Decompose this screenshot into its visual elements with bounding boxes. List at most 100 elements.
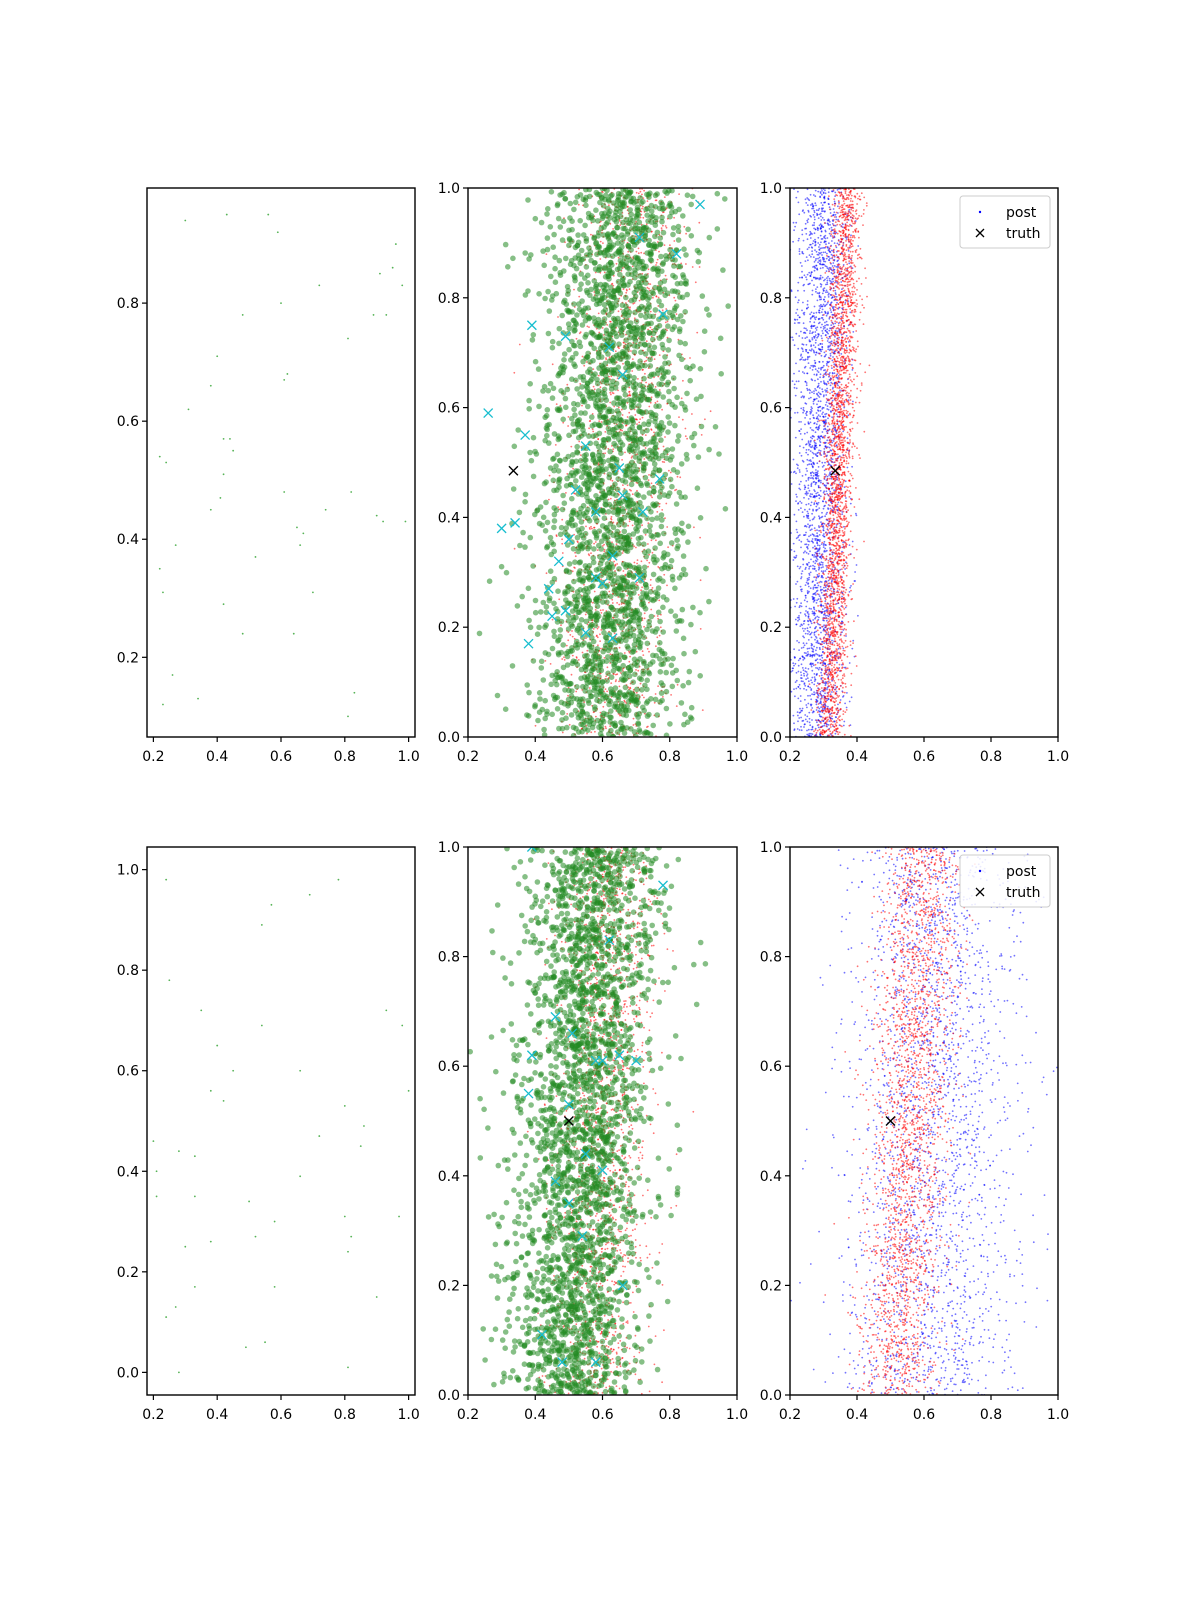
background-point [644,372,646,375]
post-point [827,697,830,700]
post-point [832,262,835,264]
crosses-marker [520,430,531,441]
post-point [828,317,831,320]
samples-point [553,606,559,612]
samples-point [622,311,629,317]
samples-point [659,517,665,523]
samples-point [486,578,493,584]
samples-point [645,296,651,303]
samples-point [542,414,548,421]
samples-point [595,191,601,198]
samples-point [599,188,606,192]
samples-point [637,511,643,517]
post-point [808,339,811,341]
background-point [654,199,657,202]
post-point [799,611,802,614]
samples-point [556,371,562,377]
background-point [636,423,638,425]
points-point [347,337,349,340]
samples-point [625,329,632,336]
background-point [618,680,620,683]
samples-point [607,462,614,469]
post-point [803,726,805,728]
points-point [165,461,168,464]
samples-point [585,305,591,311]
samples-point [581,399,588,405]
post-point [813,392,815,395]
samples-point [660,394,666,400]
post-point [815,311,818,314]
post-point [792,542,795,545]
samples-point [652,696,659,703]
background-point [608,581,611,584]
samples-point [695,258,702,265]
samples-point [562,589,568,595]
samples-point [613,352,620,359]
samples-point [611,692,617,698]
post-point [803,211,806,214]
samples-point [569,226,575,233]
samples-point [550,477,557,484]
x-tick-label: 0.4 [206,749,228,765]
background-point [641,524,643,527]
background-point [640,251,643,254]
samples-point [607,284,614,291]
samples-point [547,465,554,471]
samples-point [644,515,650,522]
samples-point [632,428,638,435]
samples-point [645,242,652,248]
background-point [648,601,650,604]
background-point [689,357,691,359]
samples-point [641,564,648,571]
samples-point [613,206,620,212]
post-point [818,361,821,363]
samples-point [580,535,587,541]
post-point [821,204,824,207]
samples-point [636,408,642,414]
samples-point [672,257,678,263]
samples-point [538,658,545,665]
samples-point [648,202,655,209]
samples-point [542,295,548,302]
samples-point [659,218,665,225]
post-point [807,694,809,697]
samples-point [688,704,695,711]
samples-point [611,400,617,406]
crosses-marker [523,638,534,649]
post-point [857,245,860,247]
background-point [622,288,625,290]
background-point [643,625,645,628]
background-point [659,626,662,629]
samples-point [588,257,594,264]
samples-point [574,421,581,428]
samples-point [674,545,680,552]
background-point [588,527,591,529]
post-point [813,680,816,682]
samples-point [660,229,667,236]
background-point [640,560,643,563]
samples-point [587,378,594,384]
samples-point [576,339,583,346]
post-point [805,551,808,554]
samples-point [577,217,583,224]
background-point [636,581,638,584]
samples-point [629,238,635,245]
samples-point [542,528,549,534]
samples-point [573,614,579,621]
background-point [654,693,657,695]
samples-point [660,661,666,667]
samples-point [555,637,562,643]
samples-point [624,599,630,606]
samples-point [722,196,728,202]
samples-point [679,356,685,363]
samples-point [650,659,656,665]
samples-point [579,422,586,428]
background-point [561,552,564,554]
background-point [629,306,631,309]
samples-point [540,248,546,254]
crosses-marker [510,517,521,528]
samples-point [621,398,627,404]
samples-point [614,224,620,231]
samples-point [634,528,640,534]
post-point [821,588,824,591]
